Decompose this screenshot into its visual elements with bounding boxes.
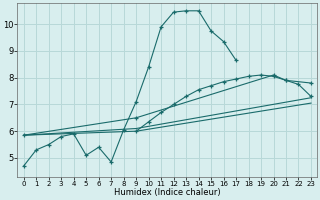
X-axis label: Humidex (Indice chaleur): Humidex (Indice chaleur): [114, 188, 221, 197]
